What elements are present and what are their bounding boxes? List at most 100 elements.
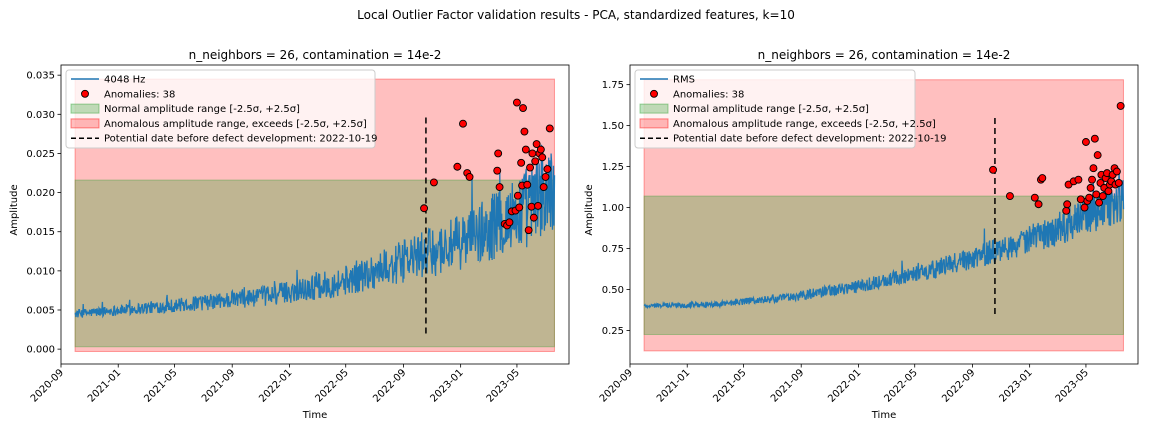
right-chart-anomaly-point-17 — [1088, 175, 1096, 184]
left-chart-anomaly-point-25 — [527, 202, 536, 211]
right-chart-anomaly-point-12 — [1080, 203, 1089, 212]
left-chart-anomaly-point-34 — [539, 183, 548, 192]
left-chart-anomaly-point-36 — [543, 165, 552, 174]
right-chart-anomaly-point-18 — [1089, 164, 1098, 173]
right-chart-legend — [634, 69, 916, 149]
right-chart-anomaly-point-37 — [1116, 102, 1125, 110]
left-chart: n_neighbors = 26, contamination = 14e-2 … — [9, 48, 570, 421]
left-chart-anomaly-point-26 — [528, 149, 537, 158]
left-chart-anomaly-point-23 — [524, 226, 533, 235]
left-chart-anomaly-point-20 — [520, 127, 529, 136]
right-chart-legend-anomalous-handle — [639, 118, 669, 129]
left-chart-anomaly-point-14 — [512, 98, 521, 107]
left-chart-anomaly-point-21 — [521, 145, 530, 154]
right-chart-anomaly-point-0 — [989, 165, 998, 174]
left-chart-anomaly-point-29 — [532, 140, 541, 149]
right-chart-anomaly-point-3 — [1034, 200, 1043, 209]
right-chart: n_neighbors = 26, contamination = 14e-2 … — [584, 48, 1139, 421]
left-chart-anomaly-point-28 — [531, 157, 540, 166]
right-chart-anomaly-point-7 — [1063, 200, 1072, 209]
left-chart-anomaly-point-37 — [545, 124, 554, 133]
left-chart-anomaly-point-8 — [495, 183, 504, 192]
right-chart-normal-range — [643, 195, 1124, 336]
right-chart-legend-label-series: RMS — [673, 75, 695, 86]
right-chart-anomaly-point-10 — [1074, 175, 1083, 184]
left-chart-ytick-label-1: 0.005 — [26, 305, 55, 316]
left-chart-legend-anomalous-handle — [70, 118, 100, 129]
right-chart-ytick-label-0: 0.25 — [602, 326, 624, 337]
right-chart-ytick-label-4: 1.25 — [602, 162, 624, 173]
left-chart-anomaly-point-32 — [536, 145, 545, 154]
right-chart-anomaly-point-19 — [1090, 134, 1099, 143]
right-chart-ytick-label-2: 0.75 — [602, 244, 624, 255]
right-chart-legend-label-normal-range: Normal amplitude range [-2.5σ, +2.5σ] — [673, 104, 869, 115]
left-chart-anomaly-point-6 — [493, 166, 502, 175]
left-chart-xlabel: Time — [302, 410, 327, 421]
right-chart-ytick-label-6: 1.75 — [602, 80, 624, 91]
left-chart-ytick-label-3: 0.015 — [26, 227, 55, 238]
left-chart-ytick-label-4: 0.020 — [26, 188, 55, 199]
right-chart-ytick-label-5: 1.50 — [602, 121, 624, 132]
left-chart-anomaly-point-19 — [519, 104, 527, 112]
right-chart-anomaly-point-22 — [1095, 198, 1104, 207]
left-chart-anomaly-point-15 — [513, 191, 522, 200]
figure-suptitle: Local Outlier Factor validation results … — [357, 8, 795, 22]
left-chart-ytick-label-2: 0.010 — [26, 266, 55, 277]
right-chart-anomaly-point-2 — [1030, 193, 1039, 202]
right-chart-legend-anomaly-handle — [650, 89, 658, 98]
right-chart-anomaly-point-5 — [1038, 174, 1047, 182]
left-chart-anomaly-point-1 — [429, 178, 438, 187]
right-chart-anomaly-point-36 — [1114, 179, 1123, 187]
right-chart-anomaly-point-25 — [1098, 192, 1107, 201]
right-chart-title: n_neighbors = 26, contamination = 14e-2 — [758, 48, 1011, 62]
left-chart-frame — [60, 64, 570, 365]
left-chart-legend-label-anomalous-range: Anomalous amplitude range, exceeds [-2.5… — [104, 119, 367, 130]
left-chart-anomaly-point-30 — [534, 201, 542, 210]
left-chart-legend — [65, 69, 376, 149]
right-chart-legend-label-anomalies: Anomalies: 38 — [673, 89, 744, 100]
left-chart-anomaly-point-33 — [538, 153, 547, 162]
left-chart-anomaly-point-16 — [515, 203, 524, 212]
left-chart-anomaly-point-0 — [420, 204, 429, 213]
right-chart-legend-label-defect-line: Potential date before defect development… — [673, 134, 946, 145]
left-chart-anomaly-point-7 — [494, 149, 503, 158]
right-chart-ylabel: Amplitude — [584, 184, 595, 235]
right-chart-xlabel: Time — [871, 410, 896, 421]
right-chart-ytick-label-3: 1.00 — [602, 203, 624, 214]
right-chart-series-line — [643, 169, 1125, 310]
left-chart-anomaly-point-11 — [505, 218, 514, 227]
left-chart-legend-label-normal-range: Normal amplitude range [-2.5σ, +2.5σ] — [104, 104, 300, 115]
left-chart-legend-label-defect-line: Potential date before defect development… — [104, 134, 377, 145]
left-chart-ytick-label-5: 0.025 — [26, 149, 55, 160]
right-chart-anomaly-point-11 — [1076, 195, 1085, 204]
left-chart-anomaly-point-17 — [517, 158, 526, 167]
left-chart-normal-range — [74, 179, 555, 348]
left-chart-anomaly-point-22 — [523, 180, 532, 189]
left-chart-anomaly-point-27 — [529, 213, 538, 222]
left-chart-ytick-label-0: 0.000 — [26, 345, 55, 356]
left-chart-anomaly-point-2 — [453, 162, 462, 171]
left-chart-title: n_neighbors = 26, contamination = 14e-2 — [189, 48, 442, 62]
left-chart-legend-anomaly-handle — [81, 89, 89, 98]
right-chart-legend-normal-handle — [639, 103, 669, 114]
left-chart-series-line — [74, 144, 556, 319]
right-chart-anomaly-point-15 — [1085, 193, 1094, 202]
right-chart-anomaly-point-21 — [1093, 151, 1102, 160]
left-chart-anomaly-point-5 — [465, 172, 474, 181]
left-chart-anomaly-point-35 — [541, 172, 550, 181]
left-chart-ytick-label-7: 0.035 — [26, 71, 55, 82]
left-chart-ylabel: Amplitude — [9, 184, 20, 235]
right-chart-frame — [629, 64, 1139, 365]
left-chart-legend-label-anomalies: Anomalies: 38 — [104, 89, 175, 100]
right-chart-legend-label-anomalous-range: Anomalous amplitude range, exceeds [-2.5… — [673, 119, 936, 130]
right-chart-anomaly-point-16 — [1086, 183, 1095, 192]
right-chart-anomaly-point-20 — [1092, 190, 1101, 199]
right-chart-anomaly-point-35 — [1112, 167, 1121, 176]
left-chart-anomaly-point-24 — [526, 163, 535, 172]
right-chart-anomaly-point-13 — [1081, 138, 1090, 146]
left-chart-legend-normal-handle — [70, 103, 100, 114]
left-chart-legend-label-series: 4048 Hz — [104, 75, 145, 86]
right-chart-ytick-label-1: 0.50 — [602, 285, 624, 296]
left-chart-ytick-label-6: 0.030 — [26, 110, 55, 121]
